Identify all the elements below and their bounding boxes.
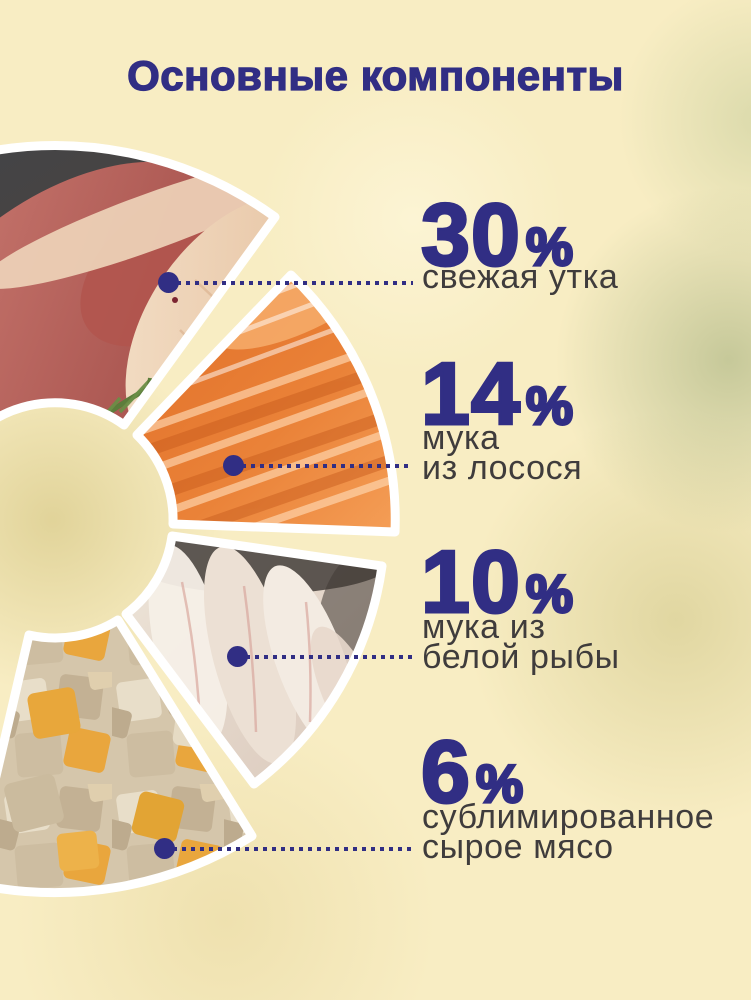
leader-line-cubes [164,847,413,851]
stat-label-line: из лосося [422,449,583,487]
stat-label-line: мука [422,419,500,457]
percent-sign: % [524,376,574,438]
segment-border [0,141,280,430]
marker-dot-whitefish [227,646,248,667]
segment-border [0,615,257,897]
leader-line-duck [168,281,413,285]
stat-label-line: белой рыбы [422,638,620,676]
stat-number: 10 [420,532,522,631]
leader-line-salmon [233,464,413,468]
segment-border [121,531,387,789]
stat-label-line: сублимированное [422,798,715,836]
stat-value-whitefish: 10% [420,536,575,639]
page-title: Основные компоненты [126,51,624,99]
stat-value-cubes: 6% [420,726,525,829]
percent-sign: % [524,564,574,626]
stat-label-line: сырое мясо [422,828,614,866]
segment-border [132,270,400,537]
stat-label-line: мука из [422,608,546,646]
stat-label-whitefish: мука из белой рыбы [422,608,620,676]
marker-dot-duck [158,272,179,293]
percent-sign: % [474,754,524,816]
marker-dot-cubes [154,838,175,859]
stat-number: 14 [420,344,522,443]
marker-dot-salmon [223,455,244,476]
stat-value-duck: 30% [420,189,575,292]
percent-sign: % [524,217,574,279]
stat-number: 6 [420,722,472,821]
stat-label-cubes: сублимированное сырое мясо [422,798,715,866]
stat-number: 30 [420,185,522,284]
leader-line-whitefish [237,655,413,659]
stat-value-salmon: 14% [420,348,575,451]
stat-label-salmon: мука из лосося [422,419,583,487]
stat-label-line: свежая утка [422,258,619,296]
stat-label-duck: свежая утка [422,258,619,296]
